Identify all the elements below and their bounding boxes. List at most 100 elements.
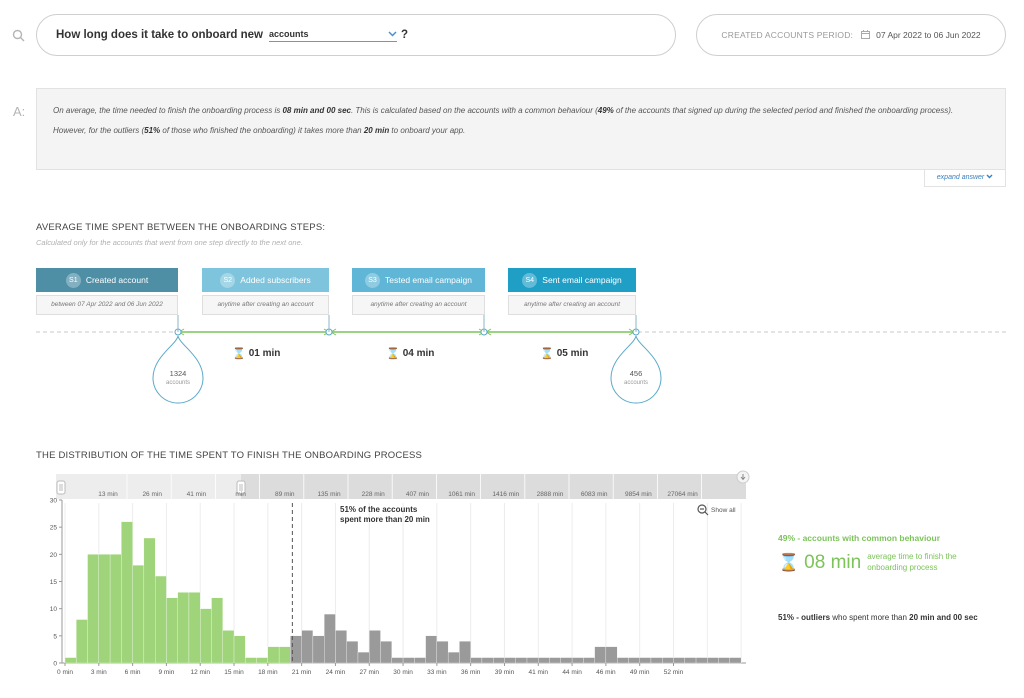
histogram-bar bbox=[98, 554, 111, 664]
chevron-down-icon bbox=[388, 29, 397, 39]
histogram-bar bbox=[707, 657, 719, 664]
hourglass-icon: ⌛ bbox=[540, 348, 554, 360]
histogram-bar bbox=[493, 657, 505, 664]
duration-s2-s3: ⌛ 04 min bbox=[386, 348, 435, 360]
histogram-bar bbox=[594, 646, 607, 664]
histogram-bar bbox=[650, 657, 663, 664]
x-tick-label: 12 min bbox=[190, 669, 210, 676]
x-tick-label: 18 min bbox=[258, 669, 278, 676]
duration-s1-s2: ⌛ 01 min bbox=[232, 348, 281, 360]
histogram-bar bbox=[729, 657, 742, 664]
histogram-bar bbox=[369, 630, 381, 664]
hourglass-icon: ⌛ bbox=[778, 553, 800, 572]
histogram-bar bbox=[324, 613, 336, 664]
x-tick-label: 24 min bbox=[326, 669, 346, 676]
histogram-bar bbox=[267, 646, 280, 664]
period-label: CREATED ACCOUNTS PERIOD: bbox=[721, 30, 854, 40]
y-tick-label: 25 bbox=[50, 525, 58, 532]
histogram-bar bbox=[470, 657, 483, 664]
hourglass-icon: ⌛ bbox=[386, 348, 400, 360]
common-behaviour-label: 49% - accounts with common behaviour bbox=[778, 533, 941, 543]
step-flag-s4[interactable]: S4 Sent email campaign bbox=[508, 268, 636, 292]
x-tick-label: 39 min bbox=[495, 669, 515, 676]
histogram-bar bbox=[177, 592, 190, 664]
range-axis-label: 89 min bbox=[275, 491, 295, 498]
entity-dropdown[interactable]: accounts bbox=[269, 28, 398, 42]
calendar-icon bbox=[861, 29, 871, 41]
average-time-block: ⌛ 08 min average time to finish the onbo… bbox=[778, 552, 977, 574]
x-tick-label: 9 min bbox=[158, 669, 174, 676]
step-flag-s2[interactable]: S2 Added subscribers bbox=[202, 268, 329, 292]
histogram-bar bbox=[504, 657, 516, 664]
show-all-button[interactable]: Show all bbox=[711, 507, 736, 514]
x-tick-label: 52 min bbox=[664, 669, 684, 676]
histogram-bar bbox=[357, 651, 370, 664]
histogram-bar bbox=[673, 657, 685, 664]
histogram-bar bbox=[211, 597, 223, 664]
histogram-bar bbox=[447, 651, 460, 664]
period-selector[interactable]: CREATED ACCOUNTS PERIOD: 07 Apr 2022 to … bbox=[696, 14, 1006, 56]
range-axis-label: 6083 min bbox=[581, 491, 608, 498]
range-axis-label: 13 min bbox=[98, 491, 118, 498]
chevron-down-icon bbox=[986, 174, 993, 181]
x-tick-label: 27 min bbox=[359, 669, 379, 676]
x-tick-label: 44 min bbox=[562, 669, 582, 676]
answer-box: On average, the time needed to finish th… bbox=[36, 88, 1006, 170]
range-axis-label: 41 min bbox=[187, 491, 207, 498]
distribution-title: THE DISTRIBUTION OF THE TIME SPENT TO FI… bbox=[36, 450, 423, 461]
histogram-bar bbox=[121, 521, 133, 664]
y-tick-label: 0 bbox=[53, 661, 57, 668]
range-axis-label: 2888 min bbox=[537, 491, 564, 498]
range-handle-right[interactable] bbox=[236, 480, 246, 495]
step-flag-s3[interactable]: S3 Tested email campaign bbox=[352, 268, 485, 292]
annotation-line-2: spent more than 20 min bbox=[340, 515, 430, 524]
average-time-desc: average time to finish the onboarding pr… bbox=[867, 552, 957, 572]
histogram-bar bbox=[718, 657, 730, 664]
histogram-bar bbox=[684, 657, 697, 664]
range-handle-left[interactable] bbox=[56, 480, 66, 495]
download-icon[interactable] bbox=[736, 470, 750, 484]
step-flag-s1[interactable]: S1 Created account bbox=[36, 268, 178, 292]
histogram-bar bbox=[414, 657, 426, 664]
histogram-bar bbox=[538, 657, 550, 664]
histogram-bar bbox=[245, 657, 257, 664]
range-axis-label: 27064 min bbox=[667, 491, 698, 498]
outliers-label: 51% - outliers who spent more than 20 mi… bbox=[778, 613, 978, 622]
histogram-bar bbox=[346, 641, 359, 664]
histogram-bar bbox=[380, 641, 392, 664]
histogram-bar bbox=[391, 657, 404, 664]
histogram-bar bbox=[335, 630, 347, 664]
range-axis-label: 1061 min bbox=[448, 491, 475, 498]
range-axis-label: 135 min bbox=[317, 491, 341, 498]
histogram-bar bbox=[617, 657, 629, 664]
histogram-bar bbox=[425, 635, 438, 664]
step-desc-s2: anytime after creating an account bbox=[202, 295, 329, 315]
x-tick-label: 30 min bbox=[393, 669, 413, 676]
y-tick-label: 20 bbox=[50, 552, 58, 559]
y-tick-label: 30 bbox=[50, 498, 58, 505]
histogram-bar bbox=[662, 657, 674, 664]
range-axis-label: min bbox=[235, 491, 246, 498]
period-value: 07 Apr 2022 to 06 Jun 2022 bbox=[876, 30, 981, 40]
annotation-line-1: 51% of the accounts bbox=[340, 505, 418, 514]
x-tick-label: 49 min bbox=[630, 669, 650, 676]
zoom-out-icon[interactable] bbox=[697, 504, 709, 516]
x-tick-label: 21 min bbox=[292, 669, 312, 676]
histogram-bar bbox=[695, 657, 708, 664]
range-navigator-selected bbox=[56, 474, 241, 499]
x-tick-label: 0 min bbox=[57, 669, 73, 676]
question-letter-icon bbox=[12, 29, 25, 45]
histogram-bar bbox=[109, 554, 122, 664]
histogram-bar bbox=[278, 646, 291, 664]
expand-answer-button[interactable]: expand answer bbox=[924, 170, 1006, 187]
question-prefix: How long does it take to onboard new bbox=[56, 29, 264, 41]
x-tick-label: 41 min bbox=[529, 669, 549, 676]
histogram-bar bbox=[64, 657, 77, 664]
answer-paragraph-1: On average, the time needed to finish th… bbox=[53, 106, 954, 115]
entity-dropdown-value: accounts bbox=[269, 28, 309, 39]
histogram-bar bbox=[312, 635, 325, 664]
histogram-bar bbox=[87, 554, 99, 664]
average-time-value: 08 min bbox=[804, 552, 862, 573]
histogram-bar bbox=[515, 657, 528, 664]
